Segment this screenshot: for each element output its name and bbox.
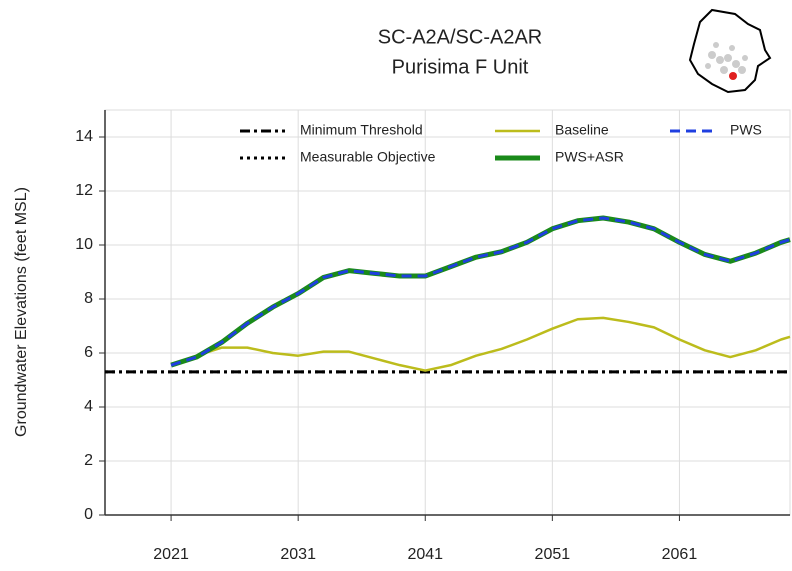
x-tick-label: 2051: [535, 546, 571, 563]
series-line: [170, 215, 791, 368]
x-tick-label: 2021: [153, 546, 189, 563]
x-tick-label: 2031: [280, 546, 316, 563]
y-tick-label: 0: [84, 506, 93, 523]
y-tick-label: 14: [75, 128, 93, 145]
legend-label: Minimum Threshold: [300, 122, 423, 138]
y-tick-label: 2: [84, 452, 93, 469]
y-axis-label: Groundwater Elevations (feet MSL): [13, 187, 30, 437]
location-map: [688, 8, 772, 94]
legend-label: PWS: [730, 122, 762, 138]
x-tick-label: 2041: [407, 546, 443, 563]
legend-label: Measurable Objective: [300, 149, 436, 165]
legend-label: PWS+ASR: [555, 149, 624, 165]
chart-subtitle: Purisima F Unit: [392, 56, 529, 78]
y-tick-label: 6: [84, 344, 93, 361]
y-tick-label: 4: [84, 398, 93, 415]
y-tick-label: 8: [84, 290, 93, 307]
chart-title: SC-A2A/SC-A2AR: [378, 26, 543, 48]
legend-label: Baseline: [555, 122, 609, 138]
plot-area: [104, 109, 791, 516]
y-tick-label: 10: [75, 236, 93, 253]
series-line: [170, 316, 791, 372]
x-tick-label: 2061: [662, 546, 698, 563]
y-tick-label: 12: [75, 182, 93, 199]
